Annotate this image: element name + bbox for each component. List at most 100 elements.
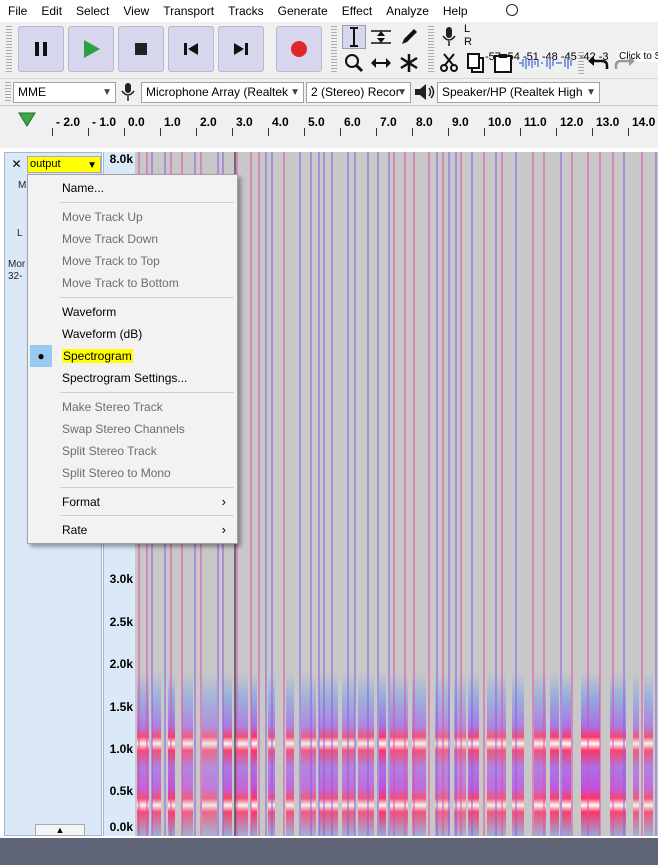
status-area xyxy=(0,838,658,865)
timeline-ticks: - 2.0 - 1.0 0.0 1.0 2.0 3.0 4.0 5.0 6.0 7.0 8.0 9.0… xyxy=(46,112,658,136)
toolbar-grip[interactable] xyxy=(578,52,584,74)
menu-item-move-bottom: Move Track to Bottom xyxy=(30,272,235,294)
selection-tool-button[interactable] xyxy=(342,25,366,49)
meter-hint[interactable]: Click to S xyxy=(617,51,658,62)
menu-transport[interactable]: Transport xyxy=(163,4,215,18)
silence-button[interactable] xyxy=(546,51,572,75)
menu-item-label: Make Stereo Track xyxy=(62,400,163,414)
menu-item-rate[interactable]: Rate › xyxy=(30,519,235,541)
menu-tracks[interactable]: Tracks xyxy=(228,4,264,18)
copy-button[interactable] xyxy=(464,51,488,75)
timeline-tick: 10.0 xyxy=(488,115,512,129)
skip-to-end-button[interactable] xyxy=(218,26,264,72)
menu-analyze[interactable]: Analyze xyxy=(386,4,429,18)
timeline-tick: 13.0 xyxy=(596,115,620,129)
menu-item-swap-channels: Swap Stereo Channels xyxy=(30,418,235,440)
skip-to-start-button[interactable] xyxy=(168,26,214,72)
menu-generate[interactable]: Generate xyxy=(277,4,328,18)
stop-button[interactable] xyxy=(118,26,164,72)
toolbar-grip[interactable] xyxy=(331,26,337,72)
toolbar-grip[interactable] xyxy=(5,82,11,102)
collapse-track-button[interactable]: ▲ xyxy=(35,824,85,836)
track-format-fragment: 32- xyxy=(8,271,23,282)
audio-host-select[interactable]: MME ▼ xyxy=(13,82,116,103)
pause-button[interactable] xyxy=(18,26,64,72)
play-button[interactable] xyxy=(68,26,114,72)
spectrogram-band xyxy=(468,152,479,836)
pencil-icon xyxy=(402,29,417,44)
menu-help[interactable]: Help xyxy=(442,4,468,18)
double-arrow-icon xyxy=(371,58,391,68)
track-close-button[interactable]: ✕ xyxy=(11,157,22,171)
track-name-dropdown[interactable]: output ▼ xyxy=(27,156,101,173)
draw-tool-button[interactable] xyxy=(397,25,421,49)
envelope-icon xyxy=(371,30,391,44)
menu-item-spectrogram[interactable]: ● Spectrogram xyxy=(30,345,235,367)
menu-separator xyxy=(60,392,234,393)
timeline-tick: 12.0 xyxy=(560,115,584,129)
envelope-tool-button[interactable] xyxy=(369,25,393,49)
circle-icon[interactable] xyxy=(506,4,518,16)
undo-button[interactable] xyxy=(586,51,610,75)
trim-button[interactable] xyxy=(518,51,544,75)
menu-item-label: Spectrogram xyxy=(62,349,133,363)
timeline-tick-mark xyxy=(376,128,377,136)
track-pan-fragment: L xyxy=(17,228,23,239)
paste-button[interactable] xyxy=(491,51,515,75)
recording-channels-select[interactable]: 2 (Stereo) Recor ▼ xyxy=(306,82,411,103)
menu-item-waveform[interactable]: Waveform xyxy=(30,301,235,323)
menu-select[interactable]: Select xyxy=(76,4,110,18)
menu-item-move-top: Move Track to Top xyxy=(30,250,235,272)
menu-separator xyxy=(60,515,234,516)
timeline-tick: 6.0 xyxy=(344,115,361,129)
timeline-tick-mark xyxy=(448,128,449,136)
timeline-tick-mark xyxy=(196,128,197,136)
timeline-tick-mark xyxy=(232,128,233,136)
menu-item-format[interactable]: Format › xyxy=(30,491,235,513)
redo-icon xyxy=(614,56,635,69)
recording-channels-value: 2 (Stereo) Recor xyxy=(311,85,400,99)
menu-item-name[interactable]: Name... xyxy=(30,177,235,199)
trim-audio-icon xyxy=(519,57,543,69)
chevron-down-icon: ▼ xyxy=(397,87,407,98)
recording-device-select[interactable]: Microphone Array (Realtek ▼ xyxy=(141,82,304,103)
freq-tick: 3.0k xyxy=(109,572,133,586)
playback-device-select[interactable]: Speaker/HP (Realtek High ▼ xyxy=(437,82,600,103)
timeline-ruler[interactable]: - 2.0 - 1.0 0.0 1.0 2.0 3.0 4.0 5.0 6.0 7.0 8.0 9.0… xyxy=(0,105,658,136)
menu-item-label: Move Track Up xyxy=(62,210,143,224)
zoom-tool-button[interactable] xyxy=(342,51,366,75)
menu-item-move-down: Move Track Down xyxy=(30,228,235,250)
redo-button[interactable] xyxy=(613,51,637,75)
mic-meter-button[interactable] xyxy=(437,25,461,49)
radio-check-icon: ● xyxy=(30,345,52,367)
menubar: File Edit Select View Transport Tracks G… xyxy=(0,0,658,22)
record-button[interactable] xyxy=(276,26,322,72)
scissors-icon xyxy=(440,53,458,72)
toolbar-grip[interactable] xyxy=(428,26,434,72)
menu-view[interactable]: View xyxy=(123,4,150,18)
chevron-down-icon: ▼ xyxy=(290,87,300,98)
freq-tick: 1.0k xyxy=(109,742,133,756)
menu-file[interactable]: File xyxy=(8,4,28,18)
menu-item-waveform-db[interactable]: Waveform (dB) xyxy=(30,323,235,345)
spectrogram-band xyxy=(550,152,559,836)
menu-edit[interactable]: Edit xyxy=(41,4,63,18)
spectrogram-band xyxy=(319,152,338,836)
spectrogram-band xyxy=(454,152,466,836)
time-shift-tool-button[interactable] xyxy=(369,51,393,75)
undo-icon xyxy=(588,56,609,69)
submenu-arrow-icon: › xyxy=(221,494,226,509)
menu-item-spectrogram-settings[interactable]: Spectrogram Settings... xyxy=(30,367,235,389)
track-mute-fragment: M xyxy=(18,180,27,191)
timeline-tick-mark xyxy=(124,128,125,136)
submenu-arrow-icon: › xyxy=(221,522,226,537)
menu-effect[interactable]: Effect xyxy=(341,4,373,18)
menu-item-label: Split Stereo to Mono xyxy=(62,466,171,480)
toolbar-area: L R -57 -54 -51 -48 -45 -42 -3 Click to … xyxy=(0,22,658,77)
freq-tick: 2.5k xyxy=(109,615,133,629)
toolbar-grip[interactable] xyxy=(6,26,12,72)
cut-button[interactable] xyxy=(437,51,461,75)
play-position-icon[interactable] xyxy=(18,111,36,129)
freq-tick: 1.5k xyxy=(109,700,133,714)
multi-tool-button[interactable] xyxy=(397,51,421,75)
